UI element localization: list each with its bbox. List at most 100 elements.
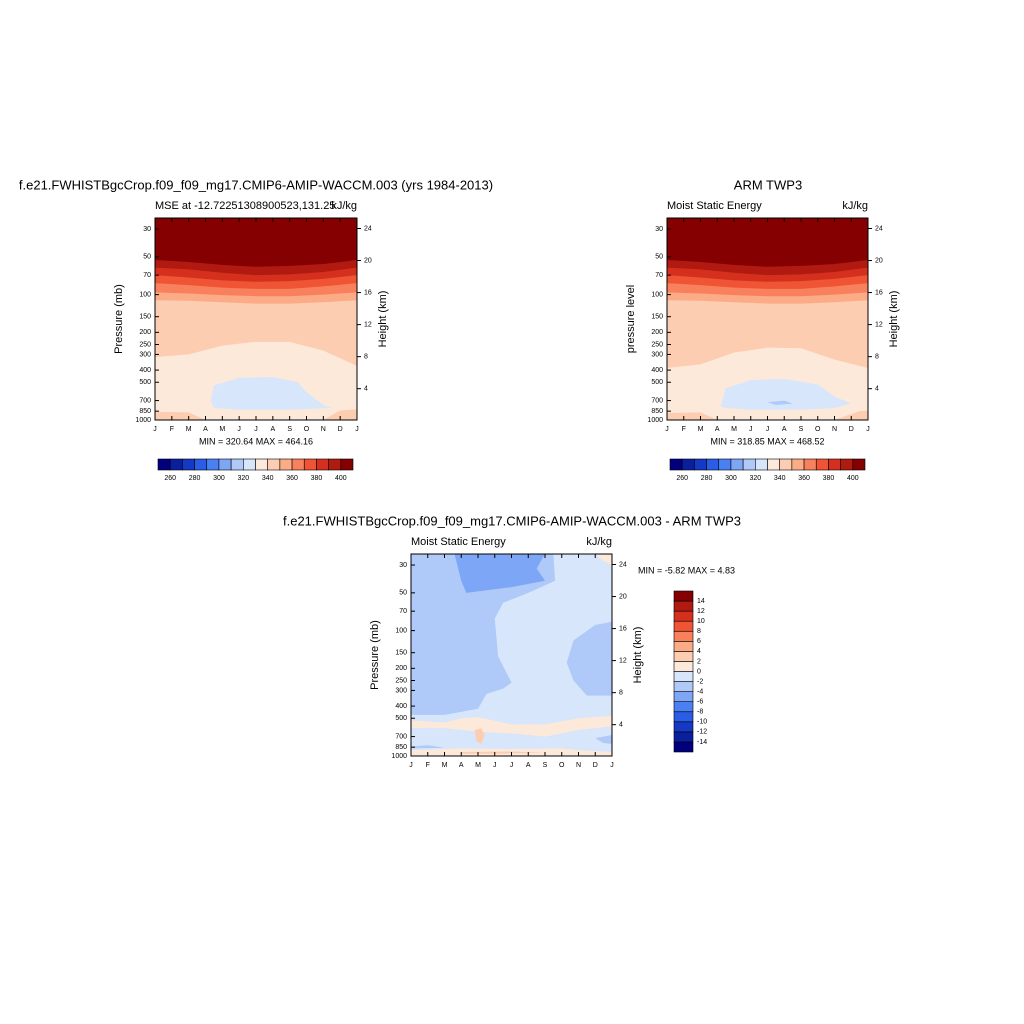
x-tick-label: M [442, 762, 448, 769]
y-tick-label: 30 [143, 226, 151, 233]
y-tick-label: 100 [139, 291, 151, 298]
y-tick-label: 400 [395, 703, 407, 710]
y-tick-label: 300 [651, 351, 663, 358]
contour-patch [461, 751, 545, 754]
colorbar-box [267, 458, 281, 471]
y2-tick-label: 4 [619, 722, 623, 729]
colorbar-box [340, 458, 354, 471]
colorbar-box [673, 731, 694, 743]
chart-title: ARM TWP3 [734, 177, 802, 192]
y-tick-label: 500 [139, 379, 151, 386]
colorbar-label: 0 [697, 668, 701, 675]
colorbar-box [673, 600, 694, 612]
contour-patch [834, 410, 868, 420]
colorbar-box [673, 651, 694, 662]
y-tick-label: 300 [139, 351, 151, 358]
colorbar-box [230, 458, 244, 471]
colorbar-box [669, 458, 683, 471]
y-tick-label: 100 [395, 627, 407, 634]
x-tick-label: M [219, 426, 225, 433]
colorbar-box [243, 458, 256, 471]
colorbar-box [157, 458, 171, 471]
x-tick-label: J [355, 426, 359, 433]
x-tick-label: J [493, 762, 497, 769]
y-tick-label: 500 [395, 715, 407, 722]
y2-tick-label: 20 [875, 257, 883, 264]
colorbar-label: 340 [774, 475, 786, 482]
colorbar-box [194, 458, 208, 471]
colorbar-label: 320 [749, 475, 761, 482]
colorbar-box [840, 458, 854, 471]
chart-title: f.e21.FWHISTBgcCrop.f09_f09_mg17.CMIP6-A… [283, 513, 741, 528]
y-tick-label: 1000 [391, 753, 407, 760]
x-tick-label: D [593, 762, 598, 769]
colorbar-box [673, 590, 694, 602]
y2-axis-label: Height (km) [888, 291, 900, 348]
contour-patch [595, 554, 612, 566]
colorbar-box [730, 458, 744, 471]
contour-patch [454, 554, 545, 593]
y2-tick-label: 24 [875, 225, 883, 232]
colorbar-box [673, 671, 694, 682]
colorbar-box [755, 458, 768, 471]
contour-patch [720, 378, 852, 410]
colorbar-label: -12 [697, 729, 707, 736]
x-tick-label: A [459, 762, 464, 769]
x-tick-label: F [170, 426, 174, 433]
contour-patch [323, 409, 357, 420]
y-tick-label: 850 [139, 408, 151, 415]
y-tick-label: 50 [143, 254, 151, 261]
contour-patch [767, 400, 793, 406]
y2-tick-label: 16 [619, 625, 627, 632]
colorbar-label: 380 [311, 475, 323, 482]
colorbar-box [279, 458, 293, 471]
colorbar-box [681, 458, 695, 471]
colorbar-box [303, 458, 317, 471]
y2-tick-label: 8 [875, 353, 879, 360]
colorbar-box [673, 691, 694, 702]
colorbar-label: -10 [697, 719, 707, 726]
x-tick-label: F [682, 426, 686, 433]
x-tick-label: O [559, 762, 565, 769]
colorbar-label: 360 [286, 475, 298, 482]
units: kJ/kg [842, 200, 868, 212]
x-tick-label: N [321, 426, 326, 433]
stats: MIN = -5.82 MAX = 4.83 [638, 565, 735, 575]
colorbar-label: 300 [213, 475, 225, 482]
colorbar-box [169, 458, 183, 471]
x-tick-label: J [510, 762, 514, 769]
chart-title: f.e21.FWHISTBgcCrop.f09_f09_mg17.CMIP6-A… [19, 177, 493, 192]
x-tick-label: J [749, 426, 753, 433]
colorbar-box [182, 458, 195, 471]
colorbar-box [218, 458, 232, 471]
colorbar-label: 2 [697, 658, 701, 665]
colorbar-box [673, 721, 694, 733]
colorbar-label: 340 [262, 475, 274, 482]
colorbar-box [718, 458, 732, 471]
contour-patch [595, 734, 612, 744]
colorbar-box [328, 458, 342, 471]
contour-patch [411, 554, 556, 715]
y-tick-label: 200 [651, 329, 663, 336]
y-tick-label: 30 [655, 226, 663, 233]
contour-patch [155, 411, 206, 420]
colorbar-label: 4 [697, 648, 701, 655]
colorbar-label: 6 [697, 638, 701, 645]
x-tick-label: S [287, 426, 292, 433]
y2-tick-label: 4 [364, 386, 368, 393]
colorbar-box [673, 711, 694, 723]
colorbar-box [767, 458, 780, 471]
y-tick-label: 850 [395, 744, 407, 751]
x-tick-label: A [782, 426, 787, 433]
colorbar-box [673, 620, 694, 632]
colorbar-box [803, 458, 817, 471]
colorbar-label: 400 [335, 475, 347, 482]
colorbar-label: 400 [847, 475, 859, 482]
colorbar-box [673, 630, 694, 642]
colorbar-box [791, 458, 805, 471]
x-tick-label: J [254, 426, 258, 433]
y2-tick-label: 8 [619, 689, 623, 696]
x-tick-label: S [543, 762, 548, 769]
y-tick-label: 150 [139, 314, 151, 321]
